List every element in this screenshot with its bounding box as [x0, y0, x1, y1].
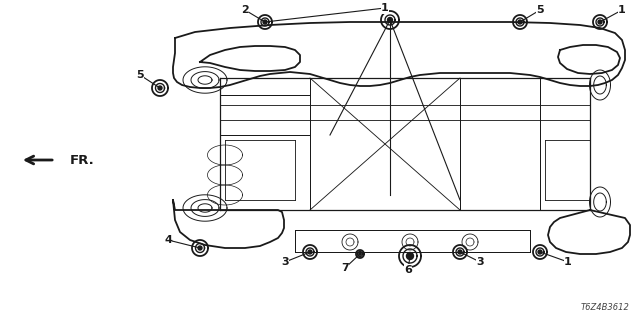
Circle shape — [458, 250, 462, 254]
Circle shape — [406, 252, 413, 260]
Circle shape — [598, 20, 602, 24]
Text: 4: 4 — [164, 235, 172, 245]
Circle shape — [518, 20, 522, 24]
Text: 3: 3 — [476, 257, 484, 267]
Circle shape — [308, 250, 312, 254]
Text: 1: 1 — [618, 5, 626, 15]
Text: 6: 6 — [404, 265, 412, 275]
Text: 7: 7 — [341, 263, 349, 273]
Text: 1: 1 — [564, 257, 572, 267]
Text: 1: 1 — [381, 3, 389, 13]
Text: 2: 2 — [241, 5, 249, 15]
Text: 5: 5 — [136, 70, 144, 80]
Circle shape — [359, 253, 361, 255]
Text: FR.: FR. — [70, 154, 95, 166]
Text: 3: 3 — [281, 257, 289, 267]
Text: T6Z4B3612: T6Z4B3612 — [581, 303, 630, 312]
Circle shape — [387, 18, 392, 22]
Circle shape — [198, 246, 202, 250]
Circle shape — [263, 20, 267, 24]
Circle shape — [538, 250, 542, 254]
Text: 5: 5 — [536, 5, 544, 15]
Circle shape — [158, 86, 162, 90]
